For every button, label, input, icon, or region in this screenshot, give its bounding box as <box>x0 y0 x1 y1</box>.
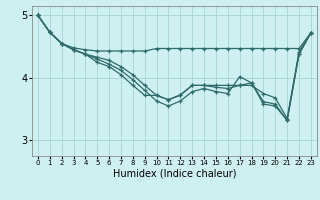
X-axis label: Humidex (Indice chaleur): Humidex (Indice chaleur) <box>113 169 236 179</box>
